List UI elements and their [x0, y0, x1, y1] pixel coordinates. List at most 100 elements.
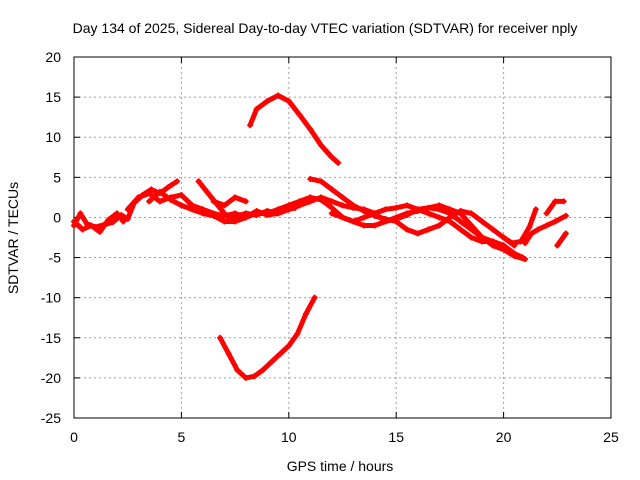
data-marks	[71, 92, 569, 381]
data-point	[221, 202, 228, 209]
x-tick-label: 5	[178, 429, 186, 445]
data-point	[543, 210, 550, 217]
y-tick-label: -10	[41, 290, 61, 306]
data-point	[328, 186, 335, 193]
data-point	[146, 198, 153, 205]
data-point	[307, 126, 314, 133]
data-point	[277, 350, 284, 357]
data-point	[167, 196, 174, 203]
data-point	[71, 218, 77, 225]
data-point	[165, 183, 172, 190]
series-sat-h	[328, 202, 507, 249]
data-point	[124, 216, 131, 223]
data-point	[247, 122, 254, 129]
data-point	[328, 198, 335, 205]
data-point	[393, 204, 400, 211]
data-point	[468, 210, 475, 217]
axis-ticks: 0 5 10 15 20 25 -25 -20 -15 -10 -5 0 5 10 15 20	[41, 49, 619, 445]
series-sat-l	[554, 230, 569, 249]
data-point	[562, 212, 569, 219]
y-tick-label: 15	[45, 89, 61, 105]
data-point	[264, 98, 271, 105]
data-point	[105, 216, 112, 223]
data-point	[403, 226, 410, 233]
data-point	[146, 190, 153, 197]
data-point	[113, 210, 120, 217]
data-point	[135, 194, 142, 201]
data-point	[221, 210, 228, 217]
data-point	[350, 202, 357, 209]
x-tick-label: 10	[281, 429, 297, 445]
series-trace	[307, 176, 517, 248]
data-point	[562, 230, 569, 237]
data-point	[210, 212, 217, 219]
data-point	[124, 206, 131, 213]
series-sat-e	[195, 178, 299, 223]
data-point	[425, 204, 432, 211]
data-point	[77, 210, 84, 217]
data-point	[264, 208, 271, 215]
data-point	[468, 226, 475, 233]
data-point	[318, 196, 325, 203]
data-point	[251, 373, 258, 380]
data-point	[552, 198, 559, 205]
data-point	[526, 224, 533, 231]
data-point	[468, 234, 475, 241]
data-point	[294, 330, 301, 337]
data-point	[479, 218, 486, 225]
x-tick-label: 25	[603, 429, 619, 445]
data-point	[292, 204, 299, 211]
data-point	[371, 222, 378, 229]
data-point	[457, 208, 464, 215]
data-point	[328, 210, 335, 217]
y-tick-label: -25	[41, 410, 61, 426]
data-point	[174, 178, 181, 185]
data-point	[234, 212, 241, 219]
data-point	[217, 334, 224, 341]
data-point	[360, 222, 367, 229]
data-point	[232, 194, 239, 201]
data-point	[511, 252, 518, 259]
data-point	[296, 198, 303, 205]
data-point	[268, 358, 275, 365]
data-point	[393, 218, 400, 225]
data-point	[425, 210, 432, 217]
data-point	[543, 222, 550, 229]
data-point	[120, 218, 127, 225]
plot-frame	[73, 56, 612, 419]
series-sat-j	[522, 212, 569, 247]
data-point	[425, 226, 432, 233]
data-point	[328, 154, 335, 161]
data-point	[178, 202, 185, 209]
data-point	[189, 206, 196, 213]
data-point	[554, 242, 561, 249]
y-tick-label: 5	[53, 169, 61, 185]
series-trace	[522, 213, 569, 246]
data-point	[242, 210, 249, 217]
y-tick-label: 20	[45, 49, 61, 65]
data-point	[436, 214, 443, 221]
data-point	[296, 111, 303, 118]
data-point	[339, 214, 346, 221]
data-point	[382, 206, 389, 213]
data-point	[253, 212, 260, 219]
data-point	[260, 366, 267, 373]
data-point	[457, 226, 464, 233]
data-point	[528, 230, 535, 237]
data-point	[242, 374, 249, 381]
data-point	[457, 218, 464, 225]
y-tick-label: -5	[49, 250, 62, 266]
data-point	[210, 198, 217, 205]
data-point	[403, 212, 410, 219]
series-arc-upper	[247, 92, 342, 166]
data-point	[532, 206, 539, 213]
data-point	[517, 238, 524, 245]
series-sat-k	[543, 198, 567, 217]
data-point	[285, 98, 292, 105]
data-point	[156, 198, 163, 205]
data-point	[328, 204, 335, 211]
data-point	[360, 214, 367, 221]
data-point	[148, 186, 155, 193]
data-point	[339, 202, 346, 209]
data-point	[534, 226, 541, 233]
